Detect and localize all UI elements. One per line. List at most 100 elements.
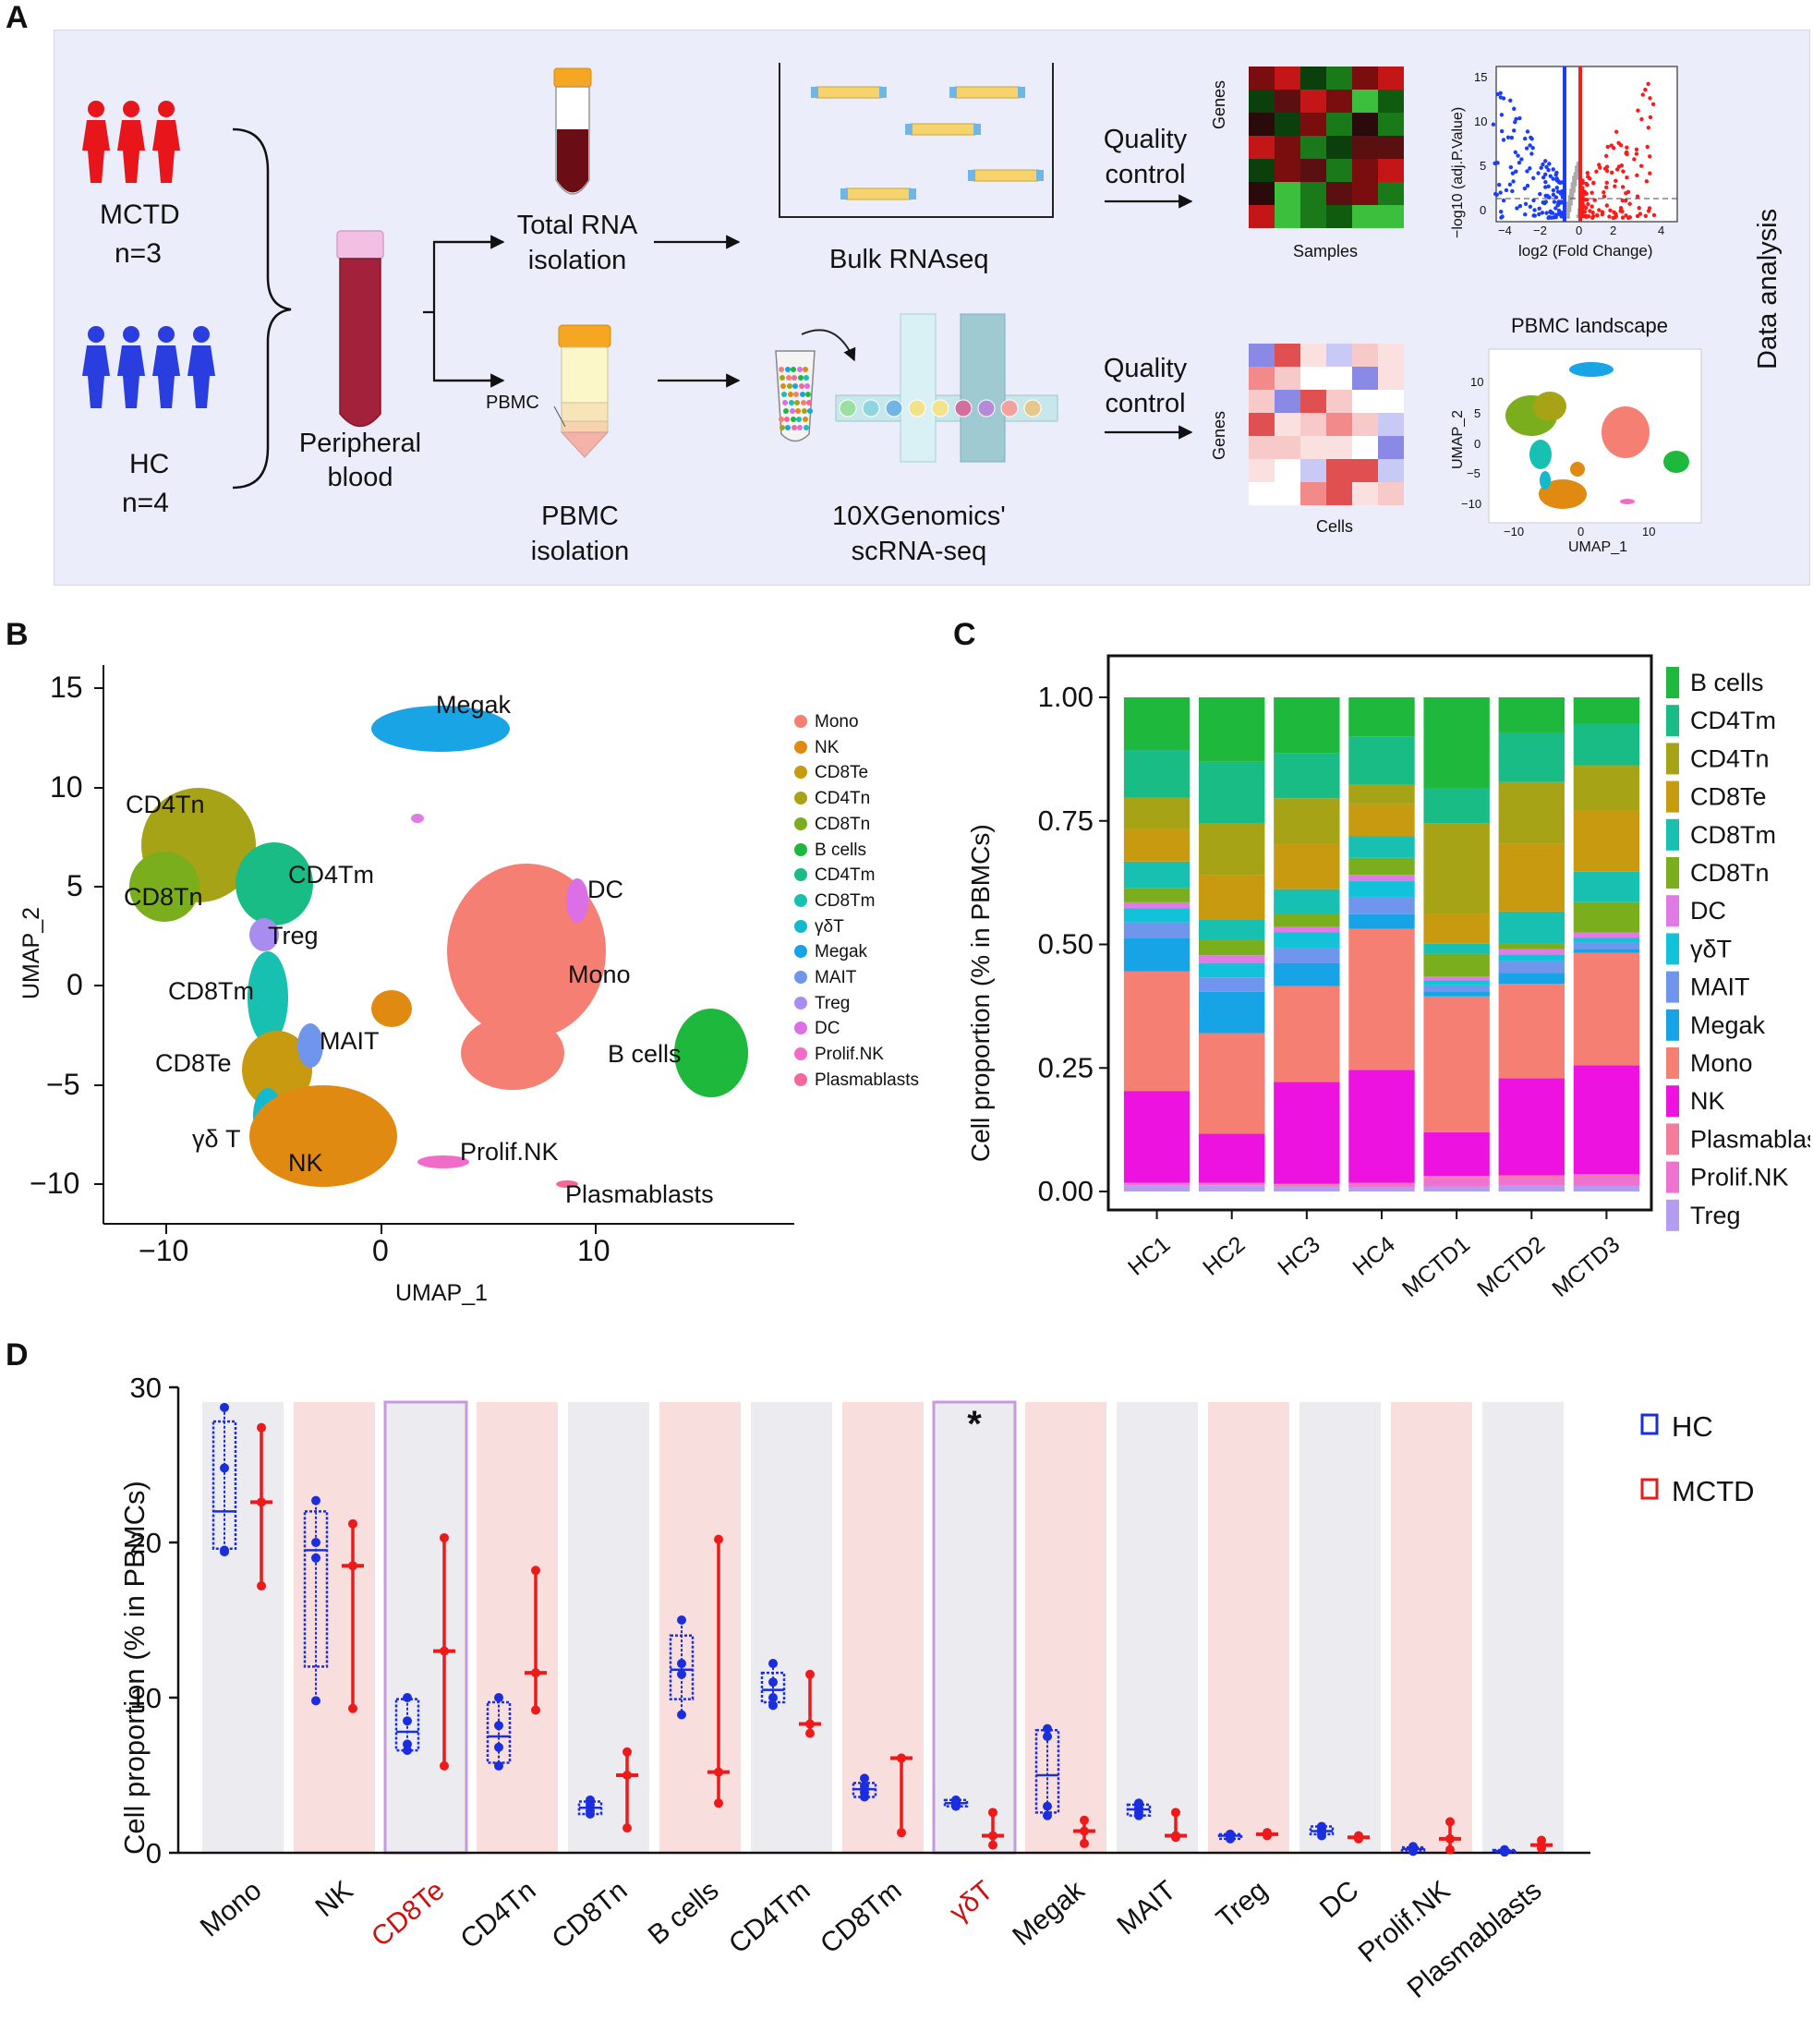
volcano-ytick: 0 xyxy=(1480,203,1487,217)
bar-segment-Plasmablasts xyxy=(1423,1176,1490,1179)
bar-segment-CD4Tn xyxy=(1498,781,1565,844)
bar-segment-CD8Tm xyxy=(1573,871,1640,902)
cell-dot xyxy=(792,425,797,430)
heatmap-cell xyxy=(1378,413,1404,436)
legend-swatch xyxy=(1666,1009,1679,1041)
hc-point xyxy=(403,1746,412,1756)
heatmap-cell xyxy=(1275,436,1300,459)
legend-swatch xyxy=(794,792,807,805)
person-icon xyxy=(82,345,110,408)
volcano-point xyxy=(1517,203,1523,209)
legend-swatch xyxy=(794,919,807,933)
volcano-point xyxy=(1595,212,1600,218)
bar-segment-NK xyxy=(1423,1131,1490,1177)
bulk-rnaseq-label: Bulk RNAseq xyxy=(829,245,989,274)
umap-ytick: 5 xyxy=(66,869,83,902)
mctd-point xyxy=(897,1828,906,1838)
landscape-ylabel: UMAP_2 xyxy=(1450,409,1466,469)
volcano-point xyxy=(1600,212,1604,217)
hc-point xyxy=(768,1659,778,1669)
volcano-point xyxy=(1546,215,1551,221)
pbmc-tube-icon xyxy=(553,324,611,458)
volcano-point xyxy=(1638,163,1644,168)
bar-segment-CD8Tn xyxy=(1423,953,1490,977)
heatmap-cell xyxy=(1249,367,1275,390)
heatmap-cell xyxy=(1300,367,1326,390)
heatmap-cell xyxy=(1275,136,1300,159)
volcano-point xyxy=(1515,206,1519,211)
category-stripe xyxy=(1391,1402,1472,1853)
mctd-point xyxy=(714,1534,723,1544)
category-stripe xyxy=(1482,1402,1564,1853)
y-tick-label: 1.00 xyxy=(1038,681,1094,713)
volcano-point xyxy=(1624,150,1629,155)
cell-dot xyxy=(803,367,808,372)
volcano-point xyxy=(1634,151,1639,156)
heatmap-cell xyxy=(1352,136,1378,159)
landscape-ytick: 5 xyxy=(1474,406,1481,420)
bar-segment-CD8Te xyxy=(1123,828,1191,862)
volcano-point xyxy=(1585,198,1589,202)
bar-segment-Treg xyxy=(1348,1187,1415,1191)
volcano-point xyxy=(1590,215,1595,220)
bar-segment-Megak xyxy=(1123,937,1191,972)
rna-tube-icon xyxy=(553,67,592,195)
heatmap-cell xyxy=(1352,344,1378,367)
y-tick-label: 0 xyxy=(146,1837,162,1869)
hc-box xyxy=(212,1420,237,1550)
legend-swatch xyxy=(1666,705,1679,737)
mctd-point xyxy=(348,1703,357,1713)
read-adapter xyxy=(1036,170,1044,181)
volcano-point xyxy=(1640,92,1645,97)
legend-label: CD8Te xyxy=(815,763,869,783)
bar-segment-CD4Tn xyxy=(1123,797,1191,829)
landscape-xtick: 10 xyxy=(1642,525,1656,538)
legend-swatch xyxy=(794,766,807,780)
volcano-point xyxy=(1608,208,1613,213)
volcano-point xyxy=(1491,122,1496,127)
volcano-point xyxy=(1551,192,1556,198)
hc-point xyxy=(311,1538,320,1547)
volcano-point xyxy=(1604,180,1609,186)
mctd-point xyxy=(1445,1833,1455,1844)
volcano-xtick: −2 xyxy=(1533,224,1547,237)
category-stripe xyxy=(1208,1402,1289,1853)
volcano-xtick: 2 xyxy=(1610,224,1617,237)
volcano-point xyxy=(1511,179,1516,184)
read-adapter xyxy=(879,87,887,98)
qc-label-top: Quality control xyxy=(1103,125,1188,189)
legend-label: HC xyxy=(1672,1410,1713,1443)
read-fragment xyxy=(845,187,912,200)
volcano-point xyxy=(1544,164,1549,169)
heatmap-cell xyxy=(1300,482,1326,505)
volcano-point xyxy=(1516,153,1520,158)
volcano-xtick: 0 xyxy=(1576,224,1583,237)
legend-label: Treg xyxy=(815,993,851,1013)
mctd-point xyxy=(531,1668,540,1678)
bar-segment-NK xyxy=(1199,1133,1265,1183)
volcano-point xyxy=(1646,126,1651,130)
volcano-point xyxy=(1648,115,1653,120)
bar-segment-CD4Tm xyxy=(1423,787,1490,824)
droplet xyxy=(908,399,926,417)
legend-label: MAIT xyxy=(815,968,857,987)
hc-point xyxy=(403,1716,412,1726)
volcano-point xyxy=(1639,116,1644,122)
peripheral-blood-label: Peripheral blood xyxy=(298,429,422,492)
volcano-point xyxy=(1532,213,1537,218)
heatmap-cell xyxy=(1275,367,1300,390)
bar-segment-Prolif.NK xyxy=(1423,1178,1490,1187)
volcano-point xyxy=(1517,115,1522,121)
hc-point xyxy=(768,1677,778,1687)
volcano-point xyxy=(1621,169,1626,174)
heatmap-cell xyxy=(1275,413,1300,436)
volcano-point-ns xyxy=(1566,207,1570,211)
volcano-point xyxy=(1523,201,1529,207)
panel-label-b: B xyxy=(6,617,29,652)
volcano-point-ns xyxy=(1569,191,1573,195)
category-stripe xyxy=(1025,1402,1106,1853)
cluster-label-nk: NK xyxy=(288,1149,323,1177)
cluster-label-mait: MAIT xyxy=(320,1027,380,1055)
heatmap-cell xyxy=(1378,344,1404,367)
